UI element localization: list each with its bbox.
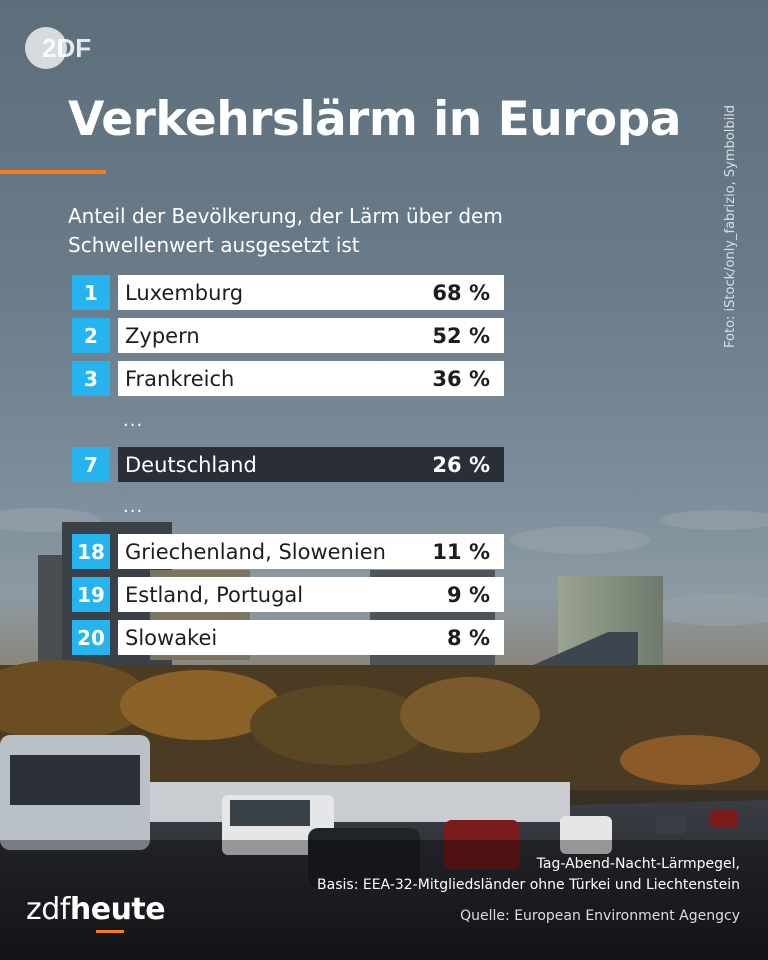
tram: [0, 735, 150, 850]
zdf-logo-text: 2DF: [42, 33, 91, 63]
value-label: 52 %: [432, 323, 490, 348]
ranking-row: Griechenland, Slowenien 11 %: [118, 534, 504, 569]
value-label: 68 %: [432, 280, 490, 305]
gap-marker: ...: [123, 410, 144, 431]
zdfheute-logo-prefix: zdf: [26, 892, 70, 927]
vehicles: [222, 795, 738, 888]
value-label: 36 %: [432, 366, 490, 391]
rank-badge: 18: [72, 534, 110, 569]
ranking-row: Estland, Portugal 9 %: [118, 577, 504, 612]
country-label: Luxemburg: [125, 280, 244, 305]
zdfheute-logo: zdfheute: [26, 892, 166, 933]
ranking-row: Slowakei 8 %: [118, 620, 504, 655]
zdfheute-logo-suffix: heute: [69, 892, 166, 927]
rank-badge: 2: [72, 318, 110, 353]
ranking-row-highlight: Deutschland 26 %: [118, 447, 504, 482]
rank-badge: 7: [72, 447, 110, 482]
rank-badge: 20: [72, 620, 110, 655]
value-label: 9 %: [447, 582, 490, 607]
source-note: Quelle: European Environment Agengcy: [460, 908, 740, 924]
zdfheute-logo-underline: [96, 930, 124, 933]
footnote-metric: Tag-Abend-Nacht-Lärmpegel,: [536, 856, 740, 872]
value-label: 26 %: [432, 452, 490, 477]
ranking-row: Zypern 52 %: [118, 318, 504, 353]
country-label: Deutschland: [125, 452, 257, 477]
barrier-wall: [150, 782, 570, 822]
country-label: Estland, Portugal: [125, 582, 304, 607]
zdf-logo: 2DF: [25, 27, 91, 69]
rank-badge: 1: [72, 275, 110, 310]
country-label: Zypern: [125, 323, 200, 348]
photo-credit: Foto: iStock/only_fabrizio, Symbolbild: [723, 104, 738, 348]
country-label: Frankreich: [125, 366, 235, 391]
country-label: Griechenland, Slowenien: [125, 539, 386, 564]
rank-badge: 19: [72, 577, 110, 612]
value-label: 8 %: [447, 625, 490, 650]
gap-marker: ...: [123, 496, 144, 517]
value-label: 11 %: [432, 539, 490, 564]
ranking-row: Luxemburg 68 %: [118, 275, 504, 310]
country-label: Slowakei: [125, 625, 218, 650]
ranking-row: Frankreich 36 %: [118, 361, 504, 396]
rank-badge: 3: [72, 361, 110, 396]
clouds: [0, 508, 768, 626]
footnote-basis: Basis: EEA-32-Mitgliedsländer ohne Türke…: [317, 877, 740, 893]
accent-divider: [0, 170, 106, 174]
page-title: Verkehrslärm in Europa: [68, 92, 682, 147]
chart-subtitle: Anteil der Bevölkerung, der Lärm über de…: [68, 204, 503, 257]
